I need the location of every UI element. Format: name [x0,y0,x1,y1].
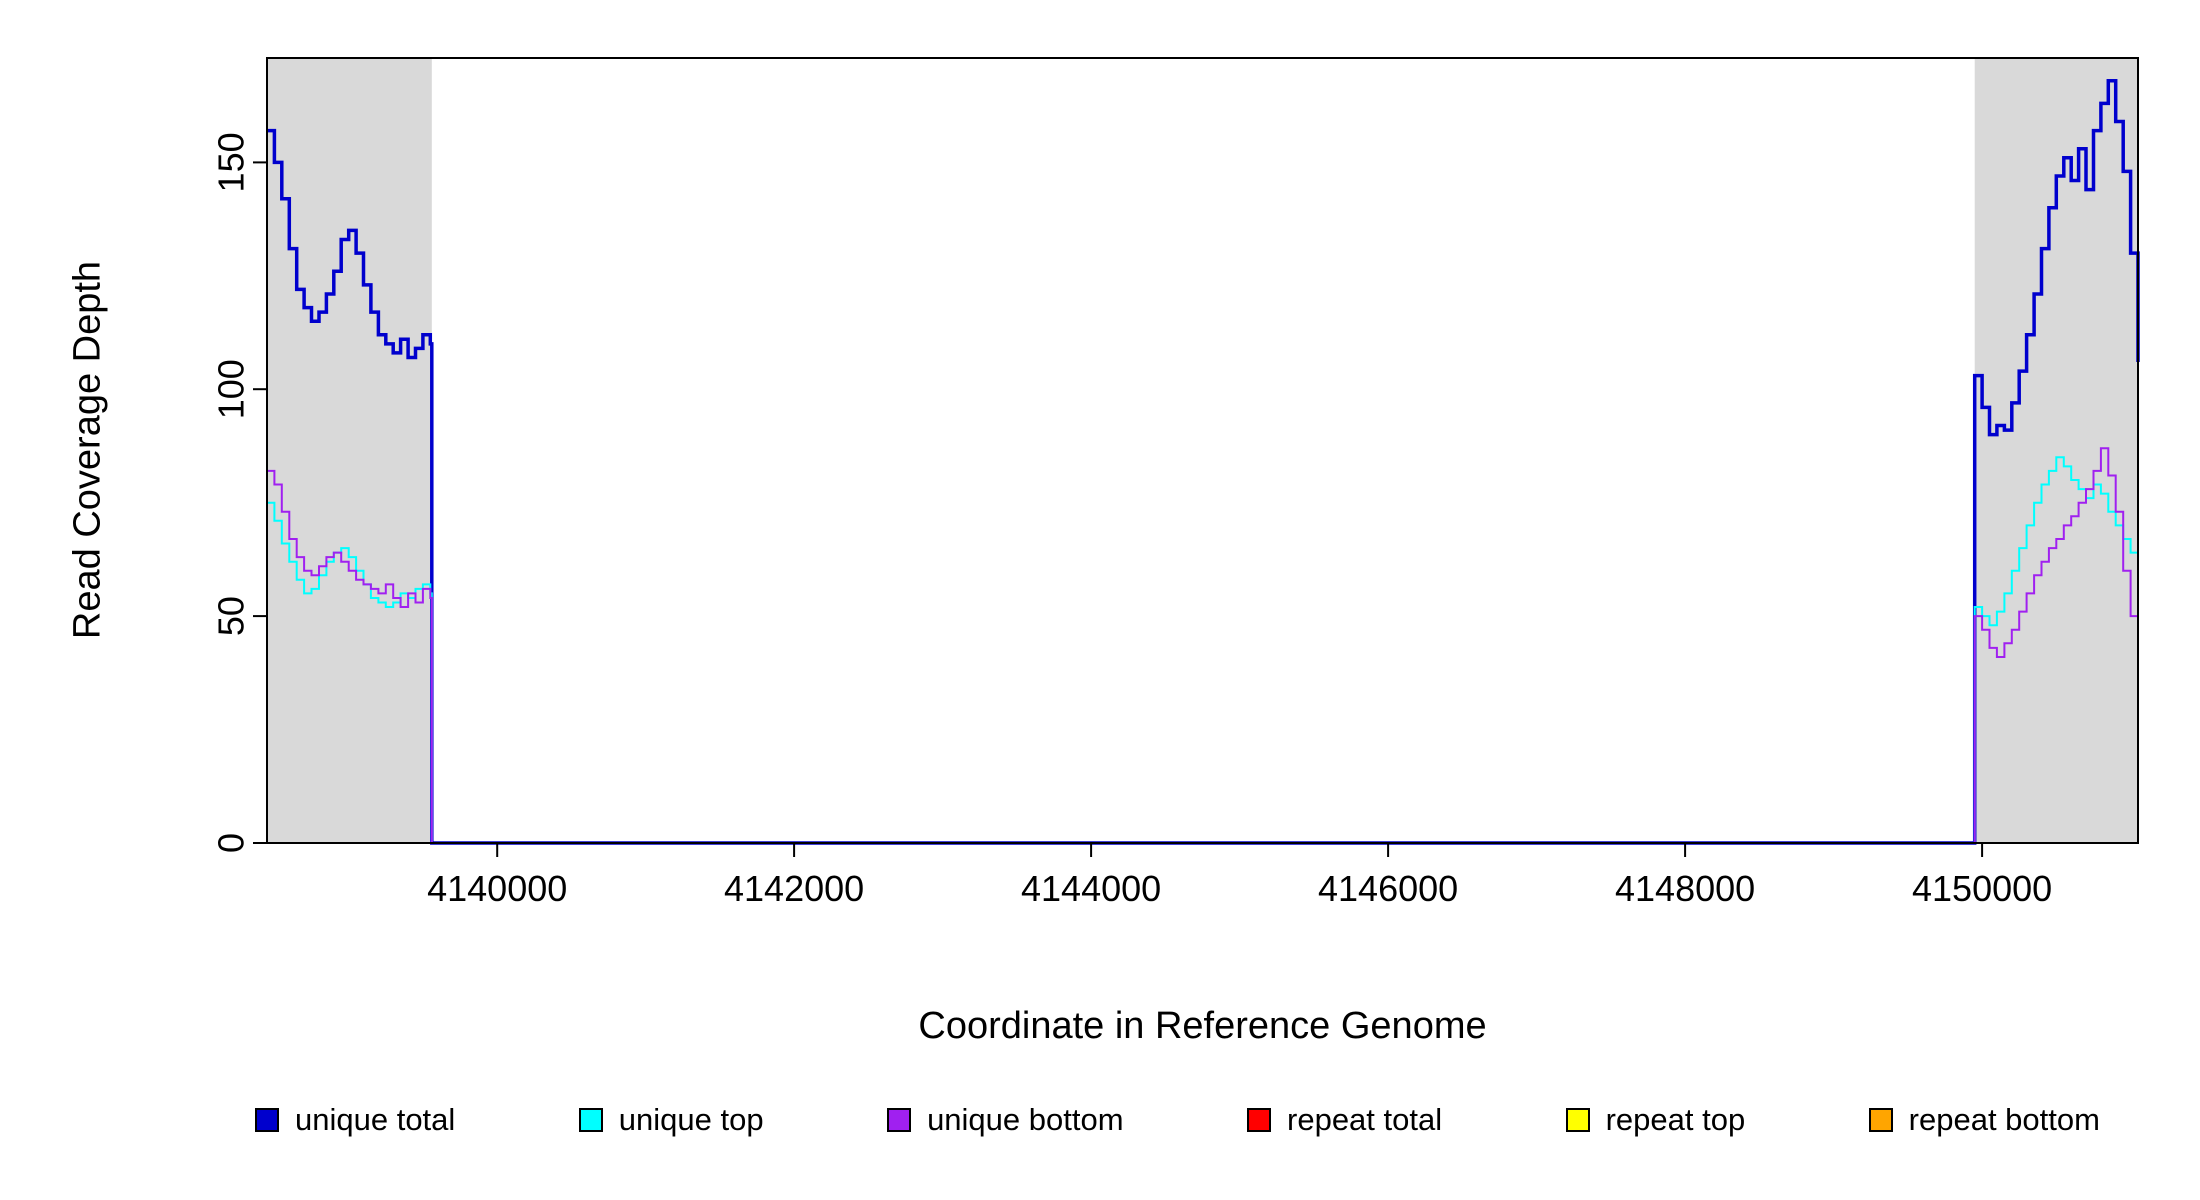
legend-swatch-repeat-total [1247,1108,1272,1132]
legend-label-repeat-total: repeat total [1287,1102,1443,1137]
legend-label-repeat-bottom: repeat bottom [1908,1102,2100,1137]
x-tick-label: 4142000 [724,868,864,909]
legend-swatch-repeat-top [1565,1108,1590,1132]
plot-border [266,57,2139,844]
series-line-unique-bottom [267,447,2139,844]
legend-swatch-unique-total [255,1108,279,1132]
legend-swatch-repeat-bottom [1868,1108,1893,1132]
series-line-unique-total [267,78,2140,845]
x-tick-label: 4148000 [1615,868,1755,909]
x-tick-label: 4146000 [1318,868,1458,909]
y-tick-label: 0 [211,833,252,853]
x-tick-label: 4140000 [427,868,567,909]
series-line-unique-top [267,456,2139,844]
legend-label-repeat-top: repeat top [1605,1102,1746,1137]
legend-label-unique-top: unique top [618,1102,764,1137]
x-tick-label: 4150000 [1912,868,2052,909]
legend-swatch-unique-bottom [887,1108,912,1132]
legend-item-unique-total: unique total [255,1102,455,1138]
y-tick-label: 100 [211,359,252,419]
legend-label-unique-total: unique total [295,1102,456,1137]
legend: unique total unique top unique bottom re… [255,1102,2100,1138]
y-tick-label: 150 [211,132,252,192]
legend-item-repeat-total: repeat total [1247,1102,1442,1138]
legend-item-repeat-bottom: repeat bottom [1868,1102,2100,1138]
legend-label-unique-bottom: unique bottom [927,1102,1124,1137]
legend-item-unique-top: unique top [578,1102,764,1138]
x-tick-label: 4144000 [1021,868,1161,909]
y-axis-title: Read Coverage Depth [66,260,109,640]
x-axis-title: Coordinate in Reference Genome [918,1005,1487,1047]
legend-swatch-unique-top [578,1108,603,1132]
shaded-region [267,58,432,843]
y-tick-label: 50 [211,596,252,636]
legend-item-repeat-top: repeat top [1565,1102,1746,1138]
legend-item-unique-bottom: unique bottom [887,1102,1124,1138]
